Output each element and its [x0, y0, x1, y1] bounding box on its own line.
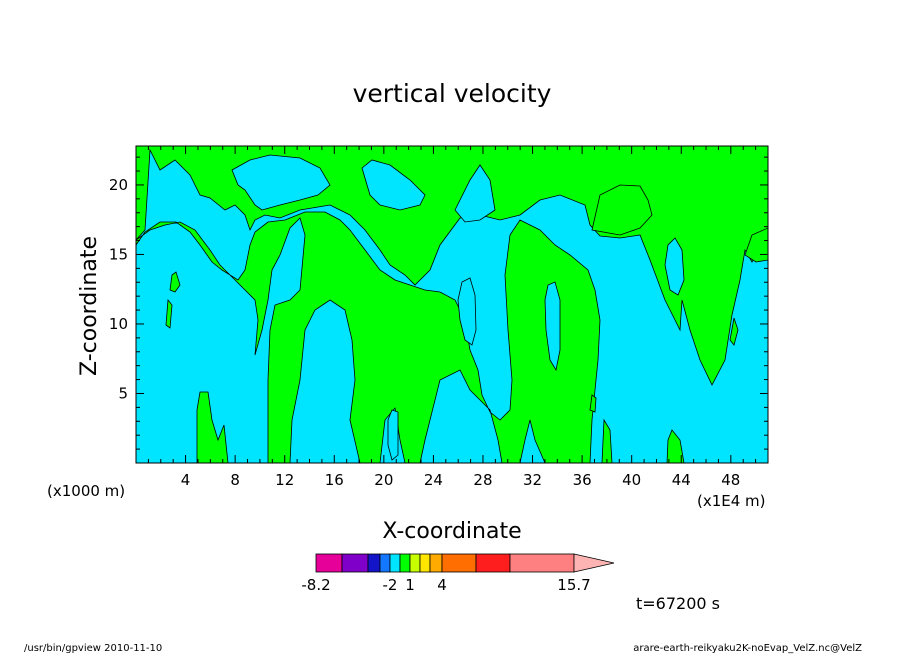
y-tick-label: 20 — [109, 176, 128, 194]
positive-region — [591, 184, 653, 236]
positive-region — [601, 418, 613, 463]
negative-region — [544, 281, 561, 372]
x-tick-label: 4 — [181, 471, 191, 489]
x-tick-label: 36 — [573, 471, 592, 489]
negative-region — [664, 237, 685, 296]
x-unit-right: (x1E4 m) — [697, 492, 766, 510]
x-tick-label: 12 — [275, 471, 294, 489]
colorbar-swatch — [399, 553, 411, 573]
colorbar-swatch — [315, 553, 343, 573]
y-axis-label: Z-coordinate — [77, 236, 102, 376]
footer-source: arare-earth-reikyaku2K-noEvap_VelZ.nc@Ve… — [633, 643, 862, 654]
x-axis-label: X-coordinate — [382, 519, 521, 544]
y-tick-label: 5 — [118, 384, 128, 402]
negative-region — [454, 164, 496, 223]
positive-region — [744, 227, 768, 263]
positive-region — [729, 317, 739, 346]
y-tick-label: 15 — [109, 245, 128, 263]
colorbar-swatch — [441, 553, 477, 573]
colorbar-swatch — [409, 553, 421, 573]
colorbar-label: 4 — [437, 576, 447, 594]
colorbar-swatch — [475, 553, 511, 573]
negative-region — [457, 277, 477, 346]
plot-frame — [135, 145, 769, 464]
negative-region — [231, 154, 331, 211]
colorbar-swatch — [389, 553, 401, 573]
colorbar-swatch — [419, 553, 431, 573]
colorbar — [315, 553, 615, 573]
x-tick-label: 8 — [230, 471, 240, 489]
x-tick-label: 16 — [325, 471, 344, 489]
x-tick-label: 40 — [622, 471, 641, 489]
colorbar-swatch — [379, 553, 391, 573]
colorbar-label: -8.2 — [301, 576, 330, 594]
positive-region — [666, 429, 685, 463]
x-tick-label: 44 — [672, 471, 691, 489]
contour-field — [136, 146, 768, 463]
colorbar-label: 1 — [405, 576, 415, 594]
positive-region — [589, 394, 597, 413]
negative-region — [361, 159, 426, 211]
colorbar-swatch — [367, 553, 381, 573]
x-axis: 4 8 12 16 20 24 28 32 36 40 44 48 — [147, 146, 757, 489]
x-tick-label: 48 — [721, 471, 740, 489]
positive-region — [169, 271, 181, 293]
colorbar-label: 15.7 — [557, 576, 590, 594]
positive-region — [136, 211, 601, 463]
footer-command: /usr/bin/gpview 2010-11-10 — [24, 643, 162, 654]
x-tick-label: 28 — [473, 471, 492, 489]
colorbar-arrow — [573, 553, 615, 573]
colorbar-labels: -8.2 -2 1 4 15.7 — [301, 576, 590, 594]
x-tick-label: 32 — [523, 471, 542, 489]
x-tick-label: 20 — [374, 471, 393, 489]
colorbar-swatch — [429, 553, 443, 573]
positive-region — [165, 298, 173, 329]
y-tick-label: 10 — [109, 315, 128, 333]
colorbar-label: -2 — [383, 576, 398, 594]
colorbar-swatch — [509, 553, 575, 573]
colorbar-swatch — [341, 553, 369, 573]
x-unit-left: (x1000 m) — [47, 482, 125, 500]
negative-region — [387, 409, 399, 461]
time-label: t=67200 s — [636, 594, 720, 613]
chart-title: vertical velocity — [353, 79, 552, 108]
positive-region — [196, 391, 229, 463]
x-tick-label: 24 — [424, 471, 443, 489]
y-axis: 5 10 15 20 — [109, 156, 768, 450]
